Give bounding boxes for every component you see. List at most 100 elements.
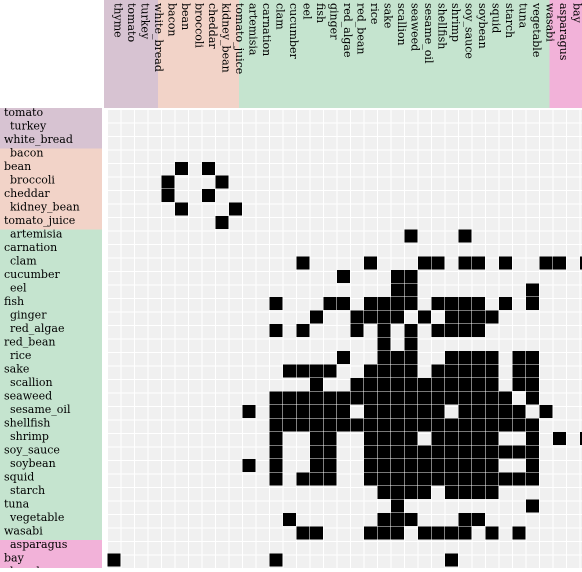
matrix-cell <box>405 284 418 297</box>
matrix-cell <box>378 486 391 499</box>
matrix-cell <box>391 527 404 540</box>
matrix-cell <box>526 473 539 486</box>
matrix-cell <box>378 378 391 391</box>
matrix-cell <box>472 257 485 270</box>
matrix-cell <box>432 392 445 405</box>
matrix-cell <box>378 432 391 445</box>
row-label: starch <box>10 484 45 497</box>
row-label: vegetable <box>9 511 64 524</box>
matrix-cell <box>391 473 404 486</box>
matrix-cell <box>391 513 404 526</box>
matrix-cell <box>472 405 485 418</box>
column-label: seaweed <box>408 3 421 51</box>
matrix-cell <box>418 257 431 270</box>
matrix-cell <box>526 351 539 364</box>
matrix-cell <box>162 176 175 189</box>
matrix-cell <box>486 446 499 459</box>
matrix-cell <box>270 473 283 486</box>
matrix-cell <box>459 459 472 472</box>
matrix-cell <box>297 257 310 270</box>
matrix-cell <box>472 513 485 526</box>
matrix-cell <box>445 324 458 337</box>
matrix-cell <box>324 365 337 378</box>
row-label: sesame_oil <box>10 403 71 416</box>
matrix-cell <box>391 378 404 391</box>
matrix-cell <box>297 392 310 405</box>
matrix-cell <box>310 392 323 405</box>
matrix-cell <box>391 432 404 445</box>
matrix-cell <box>526 432 539 445</box>
matrix-cell <box>432 432 445 445</box>
matrix-cell <box>472 297 485 310</box>
matrix-cell <box>297 527 310 540</box>
matrix-cell <box>229 203 242 216</box>
matrix-cell <box>432 297 445 310</box>
matrix-cell <box>310 446 323 459</box>
matrix-cell <box>526 459 539 472</box>
matrix-cell <box>486 527 499 540</box>
matrix-cell <box>472 459 485 472</box>
matrix-cell <box>270 405 283 418</box>
matrix-cell <box>432 446 445 459</box>
matrix-cell <box>486 473 499 486</box>
matrix-cell <box>499 257 512 270</box>
row-label: wasabi <box>4 525 43 538</box>
column-label: tomato <box>125 3 138 42</box>
column-label: sake <box>381 3 394 28</box>
matrix-cell <box>418 459 431 472</box>
column-label: broccoli <box>192 3 205 48</box>
column-label: soybean <box>476 3 489 49</box>
matrix-cell <box>459 392 472 405</box>
matrix-cell <box>391 365 404 378</box>
matrix-cell <box>283 513 296 526</box>
matrix-cell <box>513 351 526 364</box>
matrix-cell <box>391 297 404 310</box>
matrix-cell <box>324 297 337 310</box>
matrix-cell <box>364 405 377 418</box>
matrix-cell <box>526 392 539 405</box>
row-label: red_algae <box>10 322 65 335</box>
row-label: tuna <box>4 498 30 511</box>
row-label: soybean <box>10 457 56 470</box>
matrix-cell <box>472 473 485 486</box>
matrix-cell <box>270 419 283 432</box>
row-label: bay <box>4 552 25 565</box>
matrix-cell <box>459 419 472 432</box>
column-label: clam <box>273 3 286 30</box>
matrix-cell <box>472 378 485 391</box>
matrix-cell <box>418 405 431 418</box>
matrix-cell <box>378 459 391 472</box>
matrix-cell <box>459 446 472 459</box>
matrix-cell <box>310 365 323 378</box>
column-label: cucumber <box>287 3 300 59</box>
row-label: asparagus <box>10 538 68 551</box>
matrix-cell <box>459 513 472 526</box>
matrix-cell <box>513 365 526 378</box>
matrix-cell <box>391 446 404 459</box>
matrix-cell <box>459 527 472 540</box>
matrix-cell <box>445 419 458 432</box>
matrix-cell <box>432 527 445 540</box>
matrix-cell <box>513 473 526 486</box>
matrix-cell <box>364 473 377 486</box>
matrix-cell <box>405 446 418 459</box>
column-label: soy_sauce <box>462 3 475 59</box>
matrix-cell <box>459 365 472 378</box>
matrix-cell <box>432 459 445 472</box>
matrix-cell <box>391 419 404 432</box>
matrix-cell <box>324 432 337 445</box>
row-label: squid <box>4 471 34 484</box>
matrix-cell <box>378 392 391 405</box>
matrix-cell <box>378 419 391 432</box>
matrix-cell <box>486 378 499 391</box>
matrix-cell <box>459 351 472 364</box>
row-label: shellfish <box>4 417 50 430</box>
matrix-cell <box>486 392 499 405</box>
matrix-cell <box>391 284 404 297</box>
matrix-cell <box>351 392 364 405</box>
row-label: broccoli <box>10 174 55 187</box>
column-label: eel <box>300 3 313 20</box>
matrix-cell <box>175 162 188 175</box>
matrix-cell <box>324 419 337 432</box>
